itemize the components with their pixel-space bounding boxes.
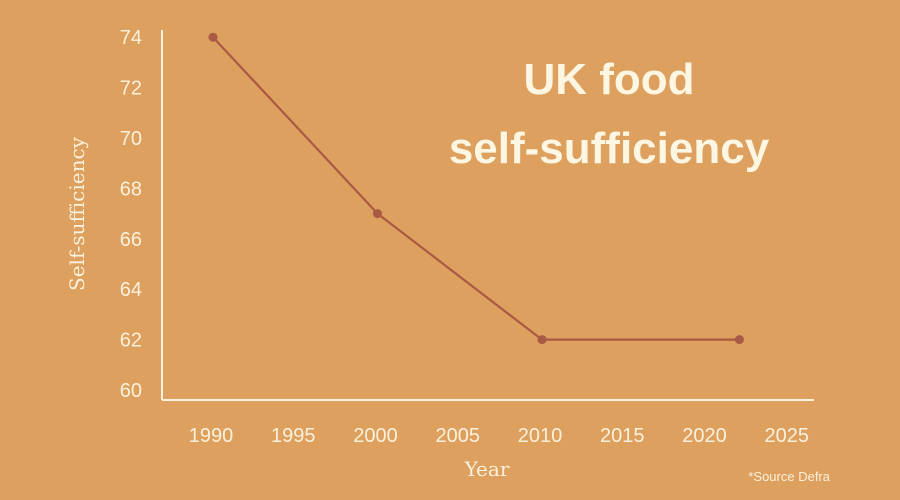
y-tick-labels: 60 62 64 66 68 70 72 74 [120, 27, 142, 402]
source-note: *Source Defra [748, 469, 830, 484]
y-tick-label: 70 [120, 128, 142, 150]
y-tick-label: 74 [120, 27, 142, 49]
x-tick-label: 2005 [436, 425, 481, 447]
y-tick-label: 62 [120, 330, 142, 352]
x-tick-label: 2025 [765, 425, 810, 447]
y-tick-label: 68 [120, 178, 142, 200]
x-axis-title: Year [464, 457, 510, 481]
data-point [537, 335, 547, 345]
x-tick-label: 1995 [271, 425, 316, 447]
data-point [208, 32, 218, 42]
x-tick-label: 2020 [682, 425, 727, 447]
x-tick-label: 2010 [518, 425, 563, 447]
series-line [212, 36, 740, 341]
x-tick-labels: 1990 1995 2000 2005 2010 2015 2020 2025 [189, 425, 809, 447]
y-tick-label: 72 [120, 78, 142, 100]
x-tick-label: 2000 [353, 425, 398, 447]
y-tick-label: 64 [120, 279, 142, 301]
y-tick-label: 66 [120, 229, 142, 251]
data-points [208, 32, 744, 345]
x-tick-label: 1990 [189, 425, 234, 447]
data-point [373, 209, 382, 219]
chart-title-line-2: self-sufficiency [449, 124, 770, 173]
y-axis-title: Self-sufficiency [65, 136, 89, 291]
chart-title-line-1: UK food [523, 55, 694, 104]
data-point [734, 335, 744, 345]
y-tick-label: 60 [120, 380, 142, 402]
x-tick-label: 2015 [600, 425, 645, 447]
